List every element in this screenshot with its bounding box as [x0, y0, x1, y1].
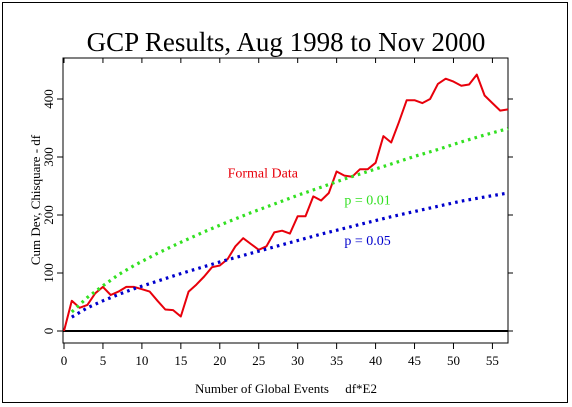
- x-tick-label-35: 35: [330, 353, 343, 368]
- x-tick-label-30: 30: [291, 353, 304, 368]
- y-axis: 0 100 200 300 400: [41, 89, 513, 334]
- x-tick-label-55: 55: [486, 353, 499, 368]
- y-tick-label-100: 100: [41, 263, 56, 283]
- annotation-2: p = 0.05: [344, 234, 390, 249]
- y-tick-label-300: 300: [41, 147, 56, 167]
- y-axis-label: Cum Dev, Chisquare - df: [28, 134, 43, 265]
- series-0-line: [63, 73, 509, 332]
- annotation-layer: Formal Data p = 0.01 p = 0.05: [228, 166, 391, 249]
- x-tick-label-5: 5: [100, 353, 107, 368]
- chart-title: GCP Results, Aug 1998 to Nov 2000: [87, 27, 486, 57]
- series-layer: [63, 73, 509, 332]
- y-tick-label-200: 200: [41, 205, 56, 225]
- x-tick-label-45: 45: [408, 353, 421, 368]
- x-axis-label: Number of Global Events df*E2: [195, 381, 377, 396]
- plot-area: [62, 57, 509, 344]
- series-2-line: [70, 191, 509, 319]
- y-tick-label-400: 400: [41, 89, 56, 109]
- x-tick-label-15: 15: [174, 353, 187, 368]
- x-tick-label-50: 50: [447, 353, 460, 368]
- x-tick-label-20: 20: [213, 353, 226, 368]
- series-1-line: [70, 127, 509, 314]
- y-tick-label-0: 0: [41, 328, 56, 335]
- x-axis: 0 5 10 15 20 25 30 35 40 45 50 55: [61, 58, 499, 368]
- x-tick-label-40: 40: [369, 353, 382, 368]
- chart-frame: [2, 2, 568, 403]
- x-tick-label-25: 25: [252, 353, 265, 368]
- x-tick-label-10: 10: [135, 353, 148, 368]
- x-tick-label-0: 0: [61, 353, 68, 368]
- annotation-1: p = 0.01: [344, 194, 390, 209]
- annotation-0: Formal Data: [228, 166, 299, 181]
